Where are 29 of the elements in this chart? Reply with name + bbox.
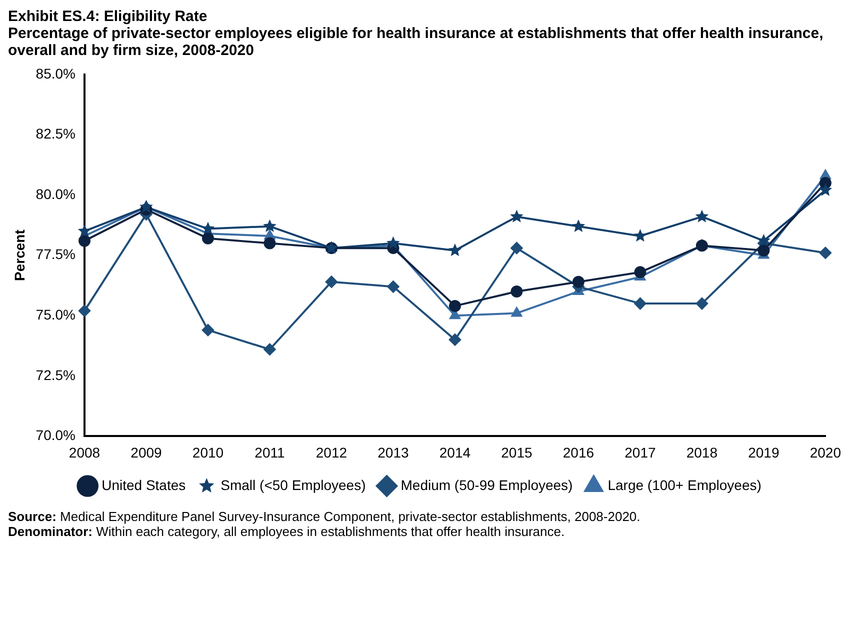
chart-title: Exhibit ES.4: Eligibility Rate — [8, 8, 208, 25]
y-tick-label: 80.0% — [36, 186, 76, 202]
x-tick-label: 2015 — [501, 444, 532, 460]
x-tick-label: 2013 — [378, 444, 409, 460]
y-tick-label: 85.0% — [36, 65, 76, 82]
y-tick-label: 70.0% — [36, 427, 76, 444]
x-tick-label: 2019 — [748, 444, 780, 460]
x-tick-label: 2016 — [562, 444, 594, 460]
y-tick-label: 75.0% — [36, 306, 76, 322]
x-tick-label: 2017 — [624, 444, 656, 460]
y-tick-label: 82.5% — [36, 126, 76, 142]
x-tick-label: 2012 — [316, 444, 348, 460]
legend-label: United States — [102, 476, 186, 493]
y-tick-label: 77.5% — [36, 246, 76, 262]
legend-label: Medium (50-99 Employees) — [400, 476, 573, 493]
legend-label: Small (<50 Employees) — [220, 476, 366, 493]
x-tick-label: 2010 — [192, 444, 224, 460]
text: Denominator: Within each category, all employees in establishments that offer health insurance. — [8, 524, 565, 539]
chart-subtitle: Percentage of private-sector employees eligible for health insurance at establishments that offer health insurance, overall and by firm size, 2008-2020 — [8, 25, 824, 59]
y-tick-label: 72.5% — [36, 366, 76, 383]
y-axis-title: Percent — [11, 229, 28, 281]
legend-label: Large (100+ Employees) — [608, 476, 762, 493]
x-tick-label: 2008 — [68, 444, 100, 460]
x-tick-label: 2020 — [810, 444, 842, 460]
x-tick-label: 2018 — [686, 444, 718, 460]
x-tick-label: 2009 — [130, 444, 162, 460]
x-tick-label: 2011 — [254, 444, 285, 460]
x-tick-label: 2014 — [439, 444, 471, 460]
source-note: Source: Medical Expenditure Panel Survey-Insurance Component, private-sector establishments, 2008-2020. — [8, 509, 640, 524]
